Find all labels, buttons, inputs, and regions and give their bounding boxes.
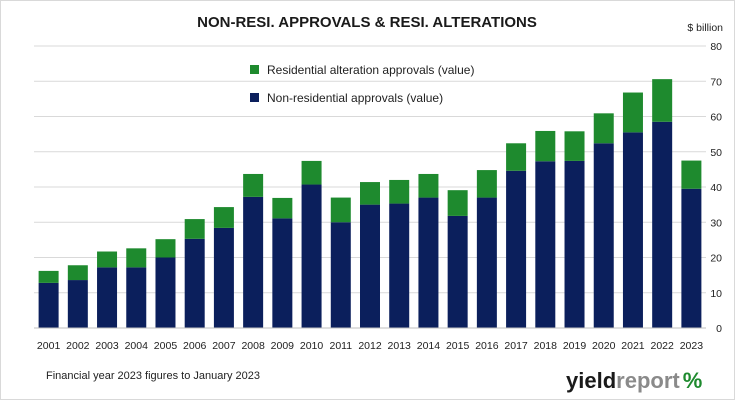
x-tick-label-2001: 2001 [37, 340, 61, 352]
brand-name-part1: yield [566, 368, 616, 393]
bar-alterations-2013 [389, 179, 410, 204]
x-tick-label-2008: 2008 [241, 340, 265, 352]
bar-non-residential-2008 [243, 196, 264, 328]
y-tick-label-60: 60 [710, 112, 722, 124]
bar-non-residential-2018 [535, 161, 556, 328]
bar-alterations-2010 [301, 160, 322, 185]
bar-non-residential-2010 [301, 184, 322, 328]
chart-title: NON-RESI. APPROVALS & RESI. ALTERATIONS [197, 14, 537, 31]
y-tick-label-40: 40 [710, 182, 722, 194]
bar-non-residential-2023 [681, 188, 702, 328]
x-tick-label-2009: 2009 [271, 340, 295, 352]
x-tick-label-2013: 2013 [388, 340, 412, 352]
bar-non-residential-2017 [506, 170, 527, 328]
bar-alterations-2021 [622, 92, 643, 133]
bar-non-residential-2016 [476, 197, 497, 328]
bar-non-residential-2012 [360, 204, 380, 328]
bar-alterations-2020 [593, 113, 614, 144]
bar-alterations-2019 [564, 131, 585, 161]
bar-non-residential-2005 [155, 257, 176, 328]
bar-non-residential-2015 [447, 215, 468, 328]
x-tick-label-2017: 2017 [504, 340, 528, 352]
bar-alterations-2001 [38, 270, 59, 283]
x-tick-label-2012: 2012 [358, 340, 382, 352]
bar-alterations-2009 [272, 197, 293, 219]
bar-non-residential-2007 [213, 227, 234, 328]
y-tick-label-50: 50 [710, 147, 722, 159]
yieldreport-logo: yieldreport% [566, 368, 702, 393]
bar-non-residential-2014 [418, 197, 439, 328]
brand-percent-symbol: % [683, 368, 703, 393]
x-tick-label-2015: 2015 [446, 340, 470, 352]
bar-non-residential-2006 [184, 238, 205, 328]
y-tick-label-70: 70 [710, 76, 722, 88]
x-tick-label-2020: 2020 [592, 340, 616, 352]
x-tick-label-2003: 2003 [95, 340, 119, 352]
bar-alterations-2018 [535, 130, 556, 162]
footnote: Financial year 2023 figures to January 2… [46, 370, 260, 382]
x-tick-label-2022: 2022 [650, 340, 674, 352]
bar-non-residential-2003 [97, 267, 118, 328]
x-tick-label-2021: 2021 [621, 340, 645, 352]
x-tick-label-2018: 2018 [534, 340, 558, 352]
x-tick-label-2010: 2010 [300, 340, 324, 352]
bar-alterations-2017 [506, 143, 527, 171]
x-tick-label-2016: 2016 [475, 340, 499, 352]
legend-swatch-non-residential [250, 93, 259, 102]
y-tick-label-10: 10 [710, 288, 722, 300]
x-tick-label-2005: 2005 [154, 340, 178, 352]
bar-alterations-2006 [184, 219, 205, 239]
y-tick-label-80: 80 [710, 41, 722, 53]
bar-alterations-2016 [476, 170, 497, 198]
legend-label-non-residential: Non-residential approvals (value) [267, 91, 443, 105]
legend-label-alterations: Residential alteration approvals (value) [267, 63, 474, 77]
x-tick-label-2007: 2007 [212, 340, 236, 352]
legend: Residential alteration approvals (value)… [250, 63, 474, 105]
y-tick-label-20: 20 [710, 253, 722, 265]
bars [38, 79, 702, 328]
bar-alterations-2011 [330, 197, 351, 223]
legend-swatch-alterations [250, 65, 259, 74]
y-axis-unit-label: $ billion [687, 22, 723, 34]
y-tick-label-30: 30 [710, 217, 722, 229]
x-tick-label-2011: 2011 [329, 340, 352, 352]
bar-non-residential-2001 [38, 282, 59, 328]
x-tick-label-2002: 2002 [66, 340, 90, 352]
bar-alterations-2007 [213, 207, 234, 228]
x-tick-label-2019: 2019 [563, 340, 587, 352]
bar-non-residential-2009 [272, 218, 293, 328]
bar-non-residential-2019 [564, 160, 585, 328]
bar-alterations-2002 [67, 265, 88, 281]
bar-non-residential-2013 [389, 203, 410, 328]
x-tick-label-2004: 2004 [125, 340, 149, 352]
bar-non-residential-2021 [622, 132, 643, 328]
bar-alterations-2012 [360, 182, 380, 205]
brand-name-part2: report [616, 368, 680, 393]
bar-alterations-2014 [418, 173, 439, 198]
bar-non-residential-2020 [593, 143, 614, 328]
bar-alterations-2005 [155, 239, 176, 258]
bar-alterations-2003 [97, 251, 118, 268]
bar-non-residential-2004 [126, 267, 147, 328]
bar-alterations-2023 [681, 160, 702, 189]
bar-non-residential-2022 [652, 121, 673, 328]
bar-alterations-2022 [652, 79, 673, 122]
svg-text:yieldreport%: yieldreport% [566, 368, 702, 393]
bar-alterations-2008 [243, 173, 264, 197]
bar-alterations-2004 [126, 248, 147, 268]
x-tick-label-2023: 2023 [680, 340, 704, 352]
bar-non-residential-2002 [67, 280, 88, 328]
axes: 0 10 20 30 40 50 60 70 80 2001 2002 2003 2004 2005 200… [34, 41, 722, 352]
bar-non-residential-2011 [330, 222, 351, 328]
x-tick-label-2014: 2014 [417, 340, 441, 352]
x-tick-label-2006: 2006 [183, 340, 207, 352]
y-tick-label-0: 0 [716, 323, 722, 335]
bar-alterations-2015 [447, 190, 468, 216]
